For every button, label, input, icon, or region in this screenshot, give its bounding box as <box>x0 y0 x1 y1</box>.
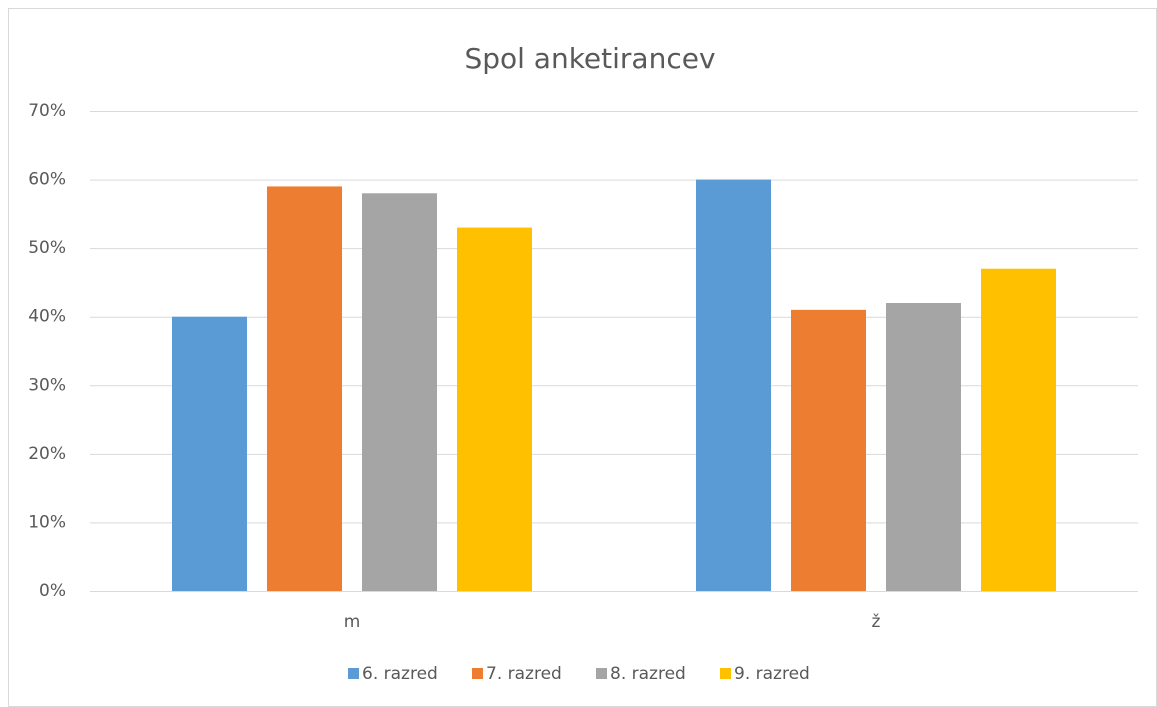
y-tick-label: 30% <box>28 375 66 395</box>
x-tick-label: m <box>344 612 361 632</box>
y-tick-label: 70% <box>28 101 66 121</box>
y-tick-label: 60% <box>28 170 66 190</box>
legend-label: 7. razred <box>486 664 562 684</box>
legend-swatch <box>348 668 359 679</box>
bar <box>267 186 342 591</box>
bar <box>172 316 247 591</box>
bar <box>981 268 1056 591</box>
legend-label: 8. razred <box>610 664 686 684</box>
legend-label: 6. razred <box>362 664 438 684</box>
bar <box>791 309 866 591</box>
x-tick-label: ž <box>872 612 881 632</box>
legend-swatch <box>596 668 607 679</box>
bar <box>886 303 961 591</box>
bar <box>696 179 771 592</box>
y-tick-label: 0% <box>39 581 66 601</box>
y-tick-label: 10% <box>28 512 66 532</box>
bar <box>362 193 437 592</box>
y-tick-label: 20% <box>28 444 66 464</box>
chart-title: Spol anketirancev <box>464 42 715 75</box>
legend-label: 9. razred <box>734 664 810 684</box>
y-tick-label: 40% <box>28 307 66 327</box>
legend-swatch <box>472 668 483 679</box>
y-tick-label: 50% <box>28 238 66 258</box>
legend-swatch <box>720 668 731 679</box>
bar <box>457 227 532 592</box>
